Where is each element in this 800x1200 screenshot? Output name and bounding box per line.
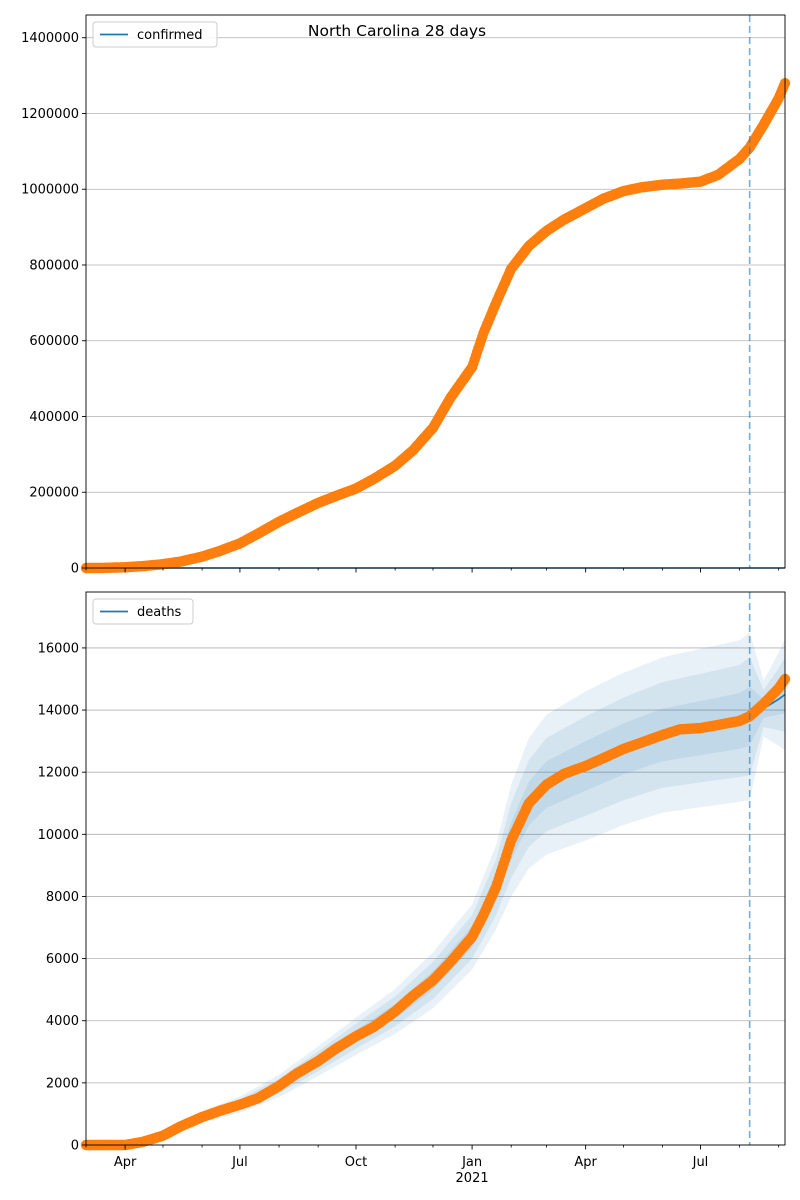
x-tick-label: Jul — [692, 1155, 709, 1170]
x-tick-label: Oct — [345, 1155, 367, 1170]
axes-frame — [85, 14, 786, 569]
y-tick-label: 1400000 — [21, 31, 79, 46]
legend-box — [92, 598, 194, 625]
x-tick-label: Apr — [574, 1155, 597, 1170]
legend-label: deaths — [137, 605, 182, 620]
y-tick-label: 4000 — [46, 1014, 79, 1029]
legend-label: confirmed — [137, 28, 203, 43]
y-tick-label: 8000 — [46, 890, 79, 905]
y-tick-label: 400000 — [29, 410, 79, 425]
x-year-label: 2021 — [456, 1171, 489, 1186]
x-tick-label: Jan — [461, 1155, 482, 1170]
y-tick-label: 2000 — [46, 1076, 79, 1091]
x-tick-label: Jul — [231, 1155, 248, 1170]
y-tick-label: 600000 — [29, 334, 79, 349]
y-tick-label: 1200000 — [21, 107, 79, 122]
uncertainty-band — [163, 632, 785, 1138]
y-tick-label: 800000 — [29, 258, 79, 273]
y-tick-label: 0 — [71, 1139, 79, 1154]
y-tick-label: 1000000 — [21, 183, 79, 198]
y-tick-label: 16000 — [38, 641, 79, 656]
legend-box — [92, 21, 218, 48]
x-tick-label: Apr — [114, 1155, 137, 1170]
legend: confirmed — [92, 21, 218, 48]
y-tick-label: 6000 — [46, 952, 79, 967]
y-tick-label: 200000 — [29, 486, 79, 501]
axes-frame — [85, 591, 786, 1146]
chart-title: North Carolina 28 days — [308, 22, 486, 40]
y-tick-label: 0 — [71, 562, 79, 577]
chart-panel-0: 0 200000 400000 600000 800000 1000000 1200000 1… — [21, 14, 791, 577]
y-tick-label: 10000 — [38, 828, 79, 843]
y-tick-label: 14000 — [38, 704, 79, 719]
uncertainty-band — [163, 657, 785, 1137]
legend: deaths — [92, 598, 194, 625]
chart-panel-1: 0 2000 4000 6000 8000 10000 12000 14000 16000 Apr… — [38, 591, 791, 1186]
y-tick-label: 12000 — [38, 766, 79, 781]
